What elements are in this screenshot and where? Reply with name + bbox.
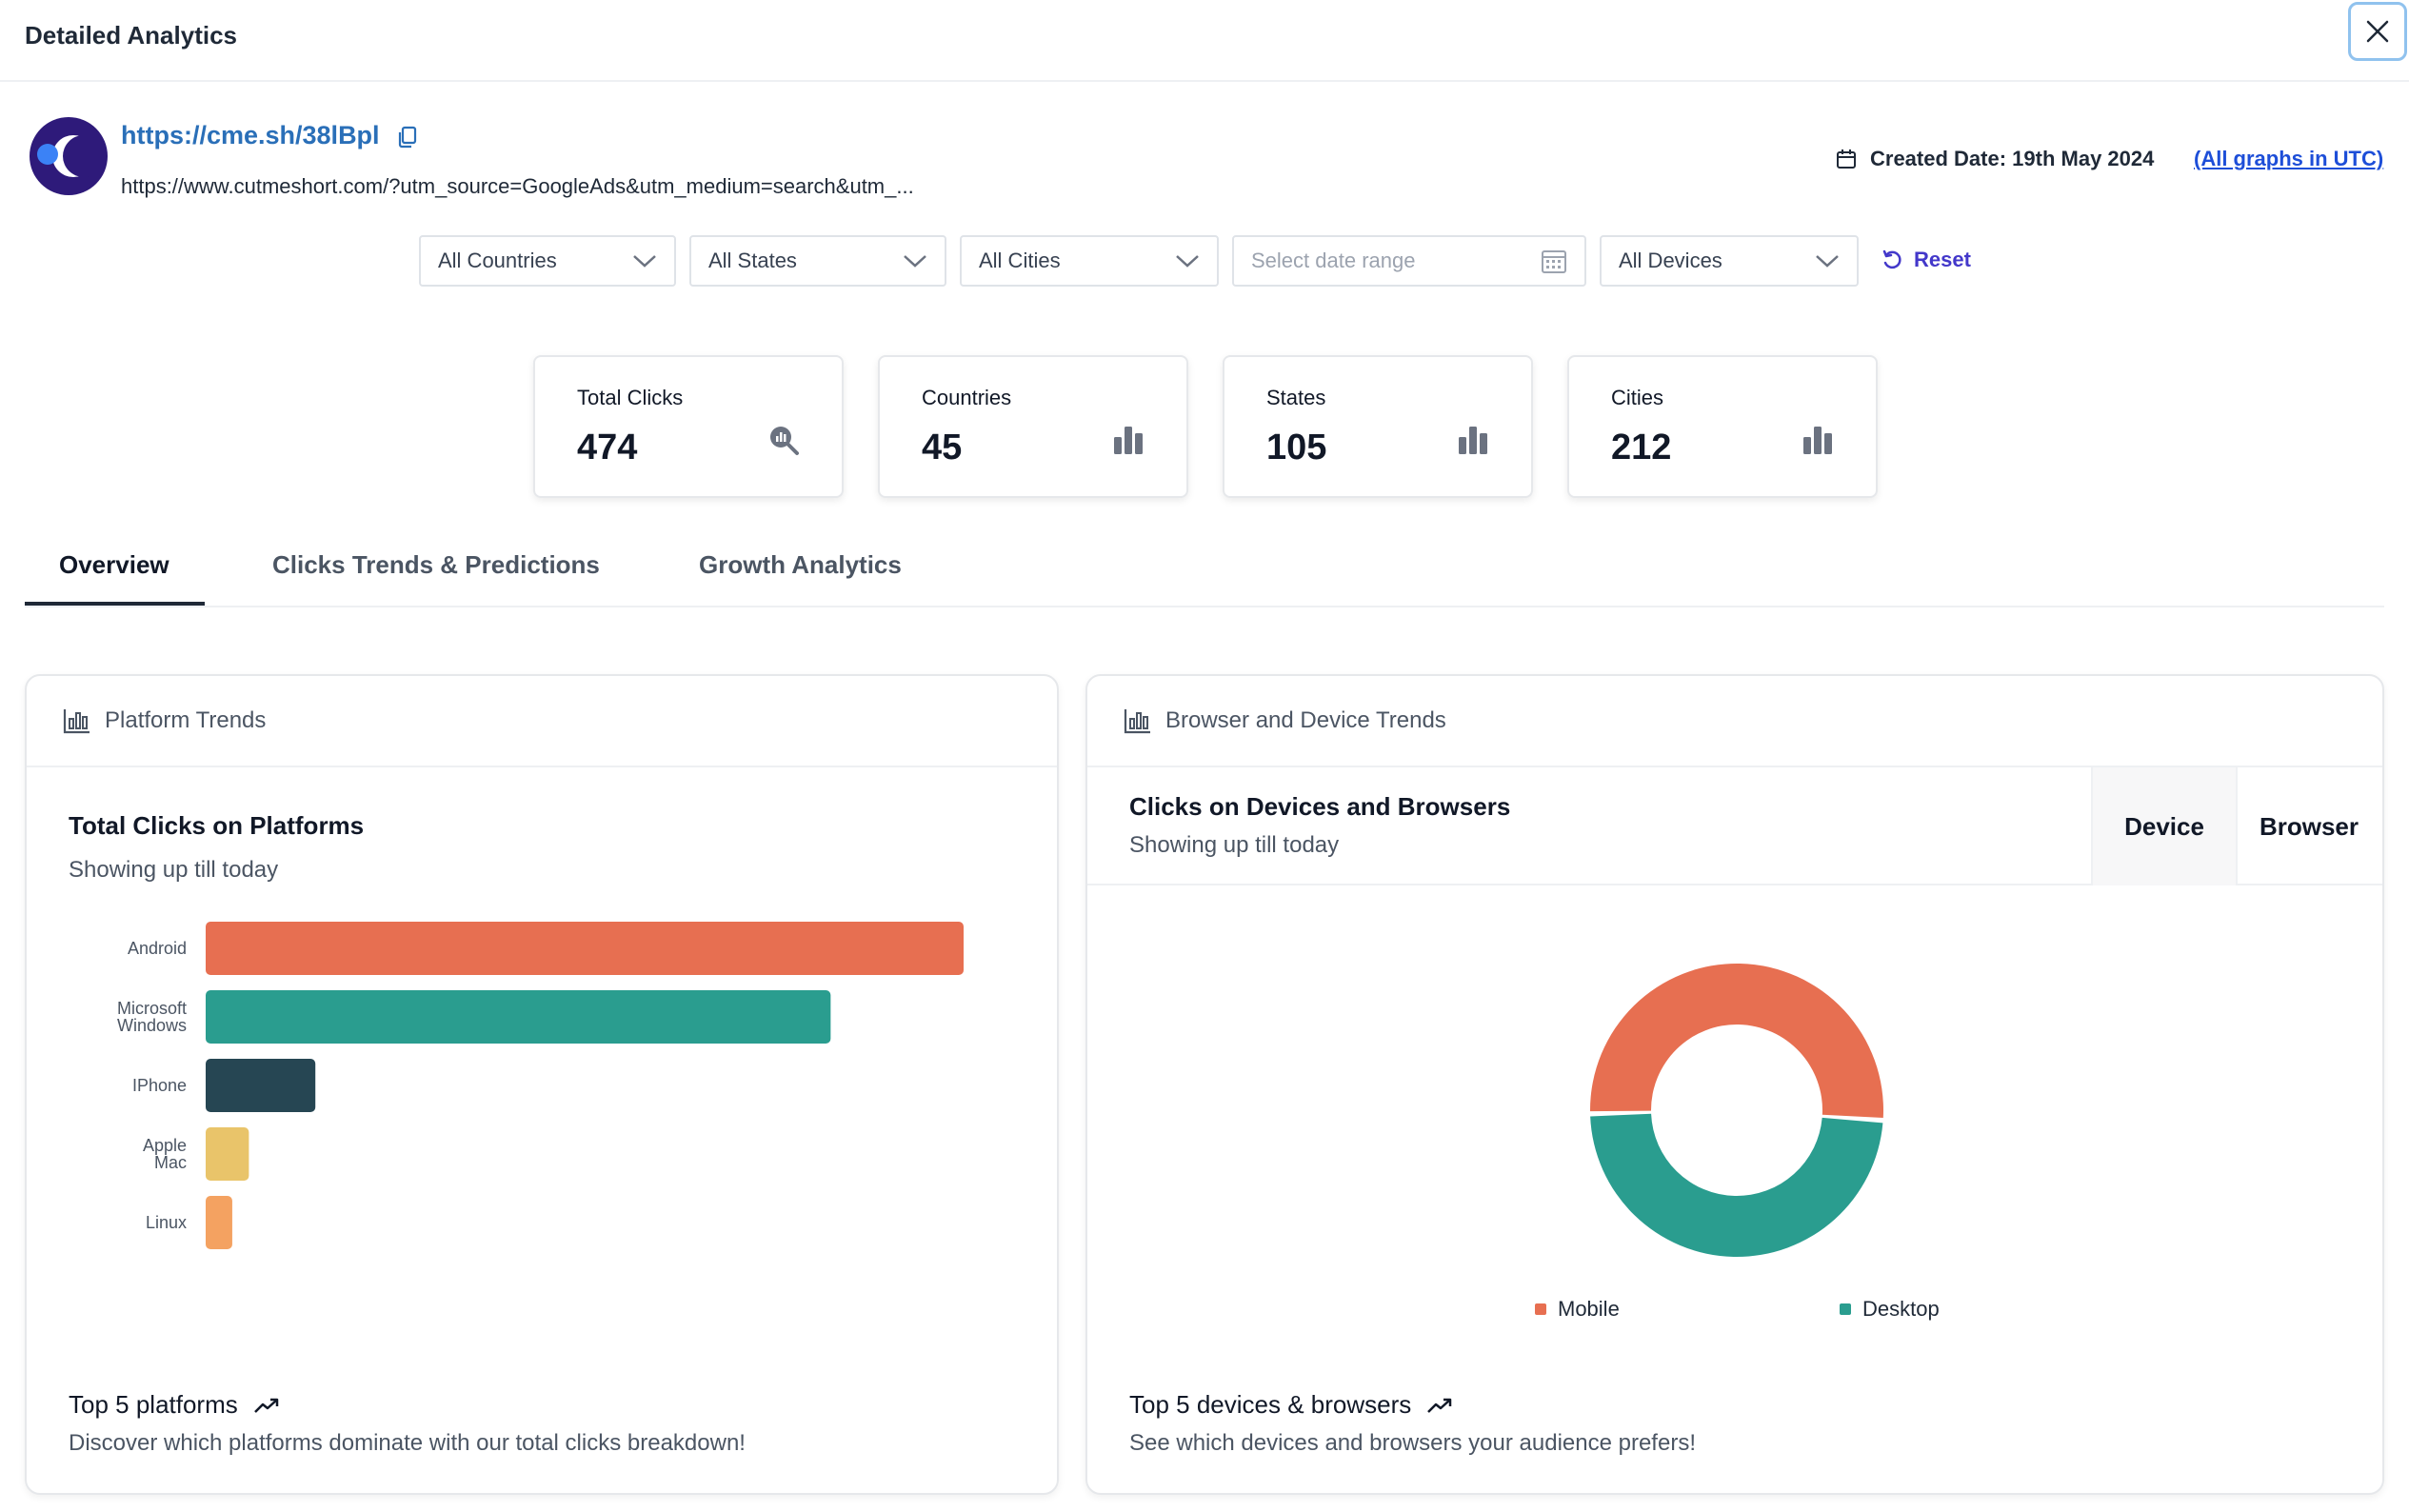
created-date: Created Date: 19th May 2024 (1836, 147, 2154, 171)
reset-label: Reset (1914, 248, 1971, 271)
states-select-value: All States (708, 249, 797, 272)
chart-title: Total Clicks on Platforms (69, 811, 365, 840)
created-date-text: Created Date: 19th May 2024 (1870, 147, 2155, 170)
brand-logo (30, 117, 108, 195)
reset-icon (1882, 249, 1901, 269)
donut-slice-1 (1590, 1113, 1883, 1257)
legend-item-mobile: Mobile (1535, 1297, 1620, 1322)
panel-header-label: Browser and Device Trends (1165, 707, 1446, 733)
stat-card-total-clicks: Total Clicks 474 (533, 355, 844, 498)
stat-label: States (1266, 386, 1326, 409)
browser-device-trends-panel: Browser and Device Trends Clicks on Devi… (1085, 674, 2384, 1495)
calendar-icon (1542, 250, 1566, 273)
countries-select-value: All Countries (438, 249, 557, 272)
footer-title-text: Top 5 platforms (69, 1390, 238, 1419)
tab-growth-analytics[interactable]: Growth Analytics (699, 550, 902, 579)
footer-title: Top 5 devices & browsers (1129, 1390, 1453, 1420)
tab-clicks-trends[interactable]: Clicks Trends & Predictions (272, 550, 600, 579)
device-browser-toggle: Device Browser (2091, 767, 2380, 885)
legend-swatch (1840, 1303, 1851, 1315)
footer-subtitle: See which devices and browsers your audi… (1129, 1430, 1696, 1456)
platform-bar-chart: Android Microsoft Windows IPhone Apple Mac Lin… (117, 922, 964, 1249)
stat-value: 105 (1266, 428, 1327, 468)
chart-subtitle: Showing up till today (1129, 832, 1340, 858)
stat-card-countries: Countries 45 (878, 355, 1188, 498)
close-icon (2366, 20, 2389, 43)
bar-chart-icon (1114, 427, 1143, 454)
bar-label-4: Linux (146, 1213, 187, 1232)
chevron-down-icon (1176, 255, 1199, 268)
search-chart-icon (770, 427, 799, 455)
cities-select-value: All Cities (979, 249, 1061, 272)
panel-header: Platform Trends (27, 676, 1057, 767)
footer-title: Top 5 platforms (69, 1390, 280, 1420)
stat-label: Cities (1611, 386, 1664, 409)
legend-label: Desktop (1862, 1297, 1940, 1321)
chart-icon (63, 709, 90, 734)
devices-select-value: All Devices (1619, 249, 1722, 272)
panel-header-label: Platform Trends (105, 707, 267, 733)
stat-card-states: States 105 (1223, 355, 1533, 498)
chevron-down-icon (904, 255, 926, 268)
donut-slice-0 (1590, 963, 1883, 1119)
panel-header: Browser and Device Trends (1087, 676, 2382, 767)
bar-label-0: Android (128, 939, 187, 958)
bar-label-1: Microsoft Windows (117, 999, 187, 1035)
countries-select[interactable]: All Countries (419, 235, 676, 287)
legend-swatch (1535, 1303, 1546, 1315)
device-donut-chart (1590, 963, 1883, 1257)
active-tab-indicator (25, 602, 205, 606)
calendar-icon (1837, 149, 1856, 169)
modal-title: Detailed Analytics (25, 21, 238, 50)
bar-4 (206, 1196, 232, 1249)
stat-label: Total Clicks (577, 386, 684, 409)
toggle-browser[interactable]: Browser (2236, 767, 2380, 885)
bar-label-2: IPhone (132, 1076, 187, 1095)
stat-label: Countries (922, 386, 1012, 409)
toggle-device[interactable]: Device (2091, 767, 2236, 885)
devices-select[interactable]: All Devices (1600, 235, 1859, 287)
tab-overview[interactable]: Overview (59, 550, 169, 579)
platform-trends-panel: Platform Trends Total Clicks on Platform… (25, 674, 1059, 1495)
stat-value: 45 (922, 428, 963, 468)
legend-label: Mobile (1558, 1297, 1620, 1321)
footer-subtitle: Discover which platforms dominate with o… (69, 1430, 746, 1456)
utc-note-link[interactable]: (All graphs in UTC) (2194, 147, 2384, 170)
bar-chart-icon (1459, 427, 1487, 454)
short-url-link[interactable]: https://cme.sh/38lBpl (121, 121, 380, 149)
chart-subtitle: Showing up till today (69, 857, 279, 883)
bar-3 (206, 1127, 249, 1181)
chart-header-row (1087, 767, 2382, 885)
stat-value: 212 (1611, 428, 1672, 468)
bar-2 (206, 1059, 316, 1112)
chevron-down-icon (1816, 255, 1839, 268)
copy-icon[interactable] (394, 124, 421, 150)
states-select[interactable]: All States (689, 235, 946, 287)
stat-card-cities: Cities 212 (1567, 355, 1878, 498)
trending-up-icon (1427, 1398, 1452, 1413)
bar-0 (206, 922, 964, 975)
legend-item-desktop: Desktop (1840, 1297, 1940, 1322)
stat-value: 474 (577, 428, 638, 468)
bar-chart-icon (1803, 427, 1832, 454)
tab-bar: Overview Clicks Trends & Predictions Gro… (25, 533, 2384, 607)
chevron-down-icon (633, 255, 656, 268)
modal-header: Detailed Analytics (0, 0, 2409, 82)
destination-url: https://www.cutmeshort.com/?utm_source=G… (121, 174, 914, 198)
chart-icon (1124, 709, 1150, 734)
reset-button[interactable]: Reset (1881, 248, 1971, 272)
trending-up-icon (253, 1398, 278, 1413)
date-range-placeholder: Select date range (1251, 249, 1416, 272)
chart-title: Clicks on Devices and Browsers (1129, 792, 1511, 821)
cities-select[interactable]: All Cities (960, 235, 1219, 287)
date-range-picker[interactable]: Select date range (1232, 235, 1586, 287)
bar-label-3: Apple Mac (143, 1136, 187, 1172)
footer-title-text: Top 5 devices & browsers (1129, 1390, 1412, 1419)
bar-1 (206, 990, 831, 1044)
close-button[interactable] (2348, 2, 2407, 61)
